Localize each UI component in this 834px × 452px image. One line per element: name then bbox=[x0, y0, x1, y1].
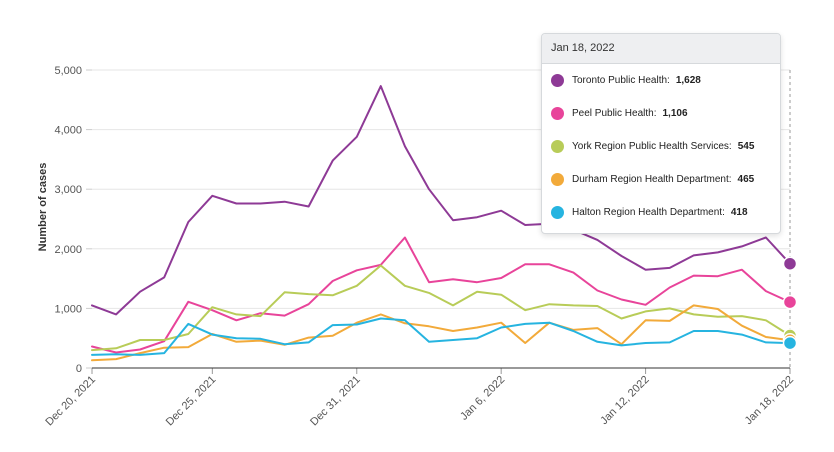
tooltip-row-label: York Region Public Health Services: bbox=[572, 141, 732, 152]
tooltip-row-york: York Region Public Health Services: 545 bbox=[542, 130, 780, 163]
x-tick-label: Jan 18, 2022 bbox=[743, 374, 796, 427]
series-dot-icon bbox=[551, 107, 564, 120]
y-tick-label: 2,000 bbox=[54, 244, 82, 256]
y-axis-label: Number of cases bbox=[37, 163, 49, 252]
tooltip-row-label: Halton Region Health Department: bbox=[572, 207, 725, 218]
tooltip-row-value: 465 bbox=[737, 174, 755, 185]
series-dot-icon bbox=[551, 74, 564, 87]
series-line bbox=[91, 236, 791, 354]
tooltip-row-toronto: Toronto Public Health: 1,628 bbox=[542, 64, 780, 97]
tooltip-row-value: 418 bbox=[730, 207, 748, 218]
y-tick-label: 3,000 bbox=[54, 184, 82, 196]
series-line bbox=[91, 85, 791, 316]
hover-marker bbox=[782, 335, 798, 351]
tooltip-row-label: Durham Region Health Department: bbox=[572, 174, 732, 185]
tooltip: Jan 18, 2022 Toronto Public Health: 1,62… bbox=[541, 33, 781, 234]
x-tick-label: Dec 31, 2021 bbox=[308, 374, 363, 429]
x-tick-label: Jan 12, 2022 bbox=[598, 374, 651, 427]
x-tick-label: Dec 20, 2021 bbox=[43, 374, 98, 429]
tooltip-row-label: Peel Public Health: bbox=[572, 108, 657, 119]
series-line bbox=[91, 317, 791, 356]
y-tick-label: 4,000 bbox=[54, 125, 82, 137]
series-dot-icon bbox=[551, 173, 564, 186]
tooltip-row-halton: Halton Region Health Department: 418 bbox=[542, 196, 780, 229]
tooltip-row-value: 545 bbox=[737, 141, 755, 152]
x-tick-label: Jan 6, 2022 bbox=[458, 374, 507, 423]
y-axis-ticks: 0 1,000 2,000 3,000 4,000 5,000 bbox=[54, 65, 82, 375]
tooltip-date: Jan 18, 2022 bbox=[542, 34, 780, 64]
series-line bbox=[91, 304, 791, 362]
hover-marker bbox=[782, 256, 798, 271]
series-dot-icon bbox=[551, 140, 564, 153]
x-axis-ticks: Dec 20, 2021 Dec 25, 2021 Dec 31, 2021 Jan … bbox=[43, 368, 796, 428]
y-tick-label: 5,000 bbox=[54, 65, 82, 77]
tooltip-row-value: 1,106 bbox=[662, 108, 688, 119]
tooltip-row-value: 1,628 bbox=[675, 75, 701, 86]
series-line bbox=[91, 264, 791, 352]
tooltip-row-label: Toronto Public Health: bbox=[572, 75, 670, 86]
series-lines bbox=[91, 85, 791, 362]
y-tick-label: 1,000 bbox=[54, 303, 82, 315]
tooltip-row-durham: Durham Region Health Department: 465 bbox=[542, 163, 780, 196]
y-tick-label: 0 bbox=[76, 363, 82, 375]
hover-markers bbox=[782, 256, 798, 351]
x-tick-label: Dec 25, 2021 bbox=[164, 374, 219, 429]
series-dot-icon bbox=[551, 206, 564, 219]
hover-marker bbox=[782, 294, 798, 310]
tooltip-row-peel: Peel Public Health: 1,106 bbox=[542, 97, 780, 130]
